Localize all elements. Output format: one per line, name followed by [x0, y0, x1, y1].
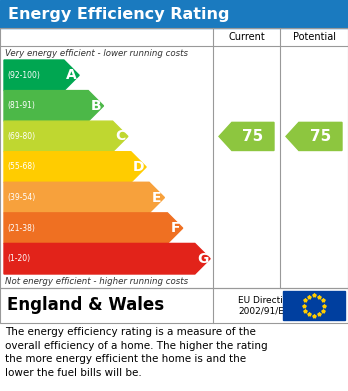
Text: England & Wales: England & Wales [7, 296, 164, 314]
Text: (39-54): (39-54) [7, 193, 35, 202]
Polygon shape [286, 122, 342, 151]
Bar [0, 28, 348, 288]
Text: C: C [115, 129, 125, 143]
Text: E: E [152, 190, 161, 204]
Polygon shape [219, 122, 274, 151]
Text: Not energy efficient - higher running costs: Not energy efficient - higher running co… [5, 276, 188, 285]
Polygon shape [4, 60, 79, 91]
Bar [0, 288, 348, 323]
Polygon shape [4, 91, 104, 121]
Text: (21-38): (21-38) [7, 224, 35, 233]
Text: The energy efficiency rating is a measure of the
overall efficiency of a home. T: The energy efficiency rating is a measur… [5, 327, 268, 378]
Polygon shape [4, 152, 146, 182]
Polygon shape [4, 121, 128, 152]
Text: Energy Efficiency Rating: Energy Efficiency Rating [8, 7, 229, 22]
Polygon shape [4, 182, 165, 213]
Text: 75: 75 [310, 129, 331, 144]
Text: D: D [133, 160, 144, 174]
Text: (81-91): (81-91) [7, 101, 35, 110]
Text: (55-68): (55-68) [7, 163, 35, 172]
Text: EU Directive: EU Directive [238, 296, 294, 305]
Text: Current: Current [228, 32, 265, 42]
Text: G: G [197, 252, 208, 266]
Text: (69-80): (69-80) [7, 132, 35, 141]
Text: B: B [90, 99, 101, 113]
Text: F: F [170, 221, 180, 235]
Text: (1-20): (1-20) [7, 254, 30, 263]
Text: Potential: Potential [293, 32, 335, 42]
Polygon shape [4, 244, 210, 274]
Bar [283, 291, 345, 320]
Text: (92-100): (92-100) [7, 71, 40, 80]
Text: Very energy efficient - lower running costs: Very energy efficient - lower running co… [5, 48, 188, 57]
Bar [0, 0, 348, 28]
Text: 75: 75 [242, 129, 263, 144]
Text: 2002/91/EC: 2002/91/EC [238, 306, 291, 315]
Polygon shape [4, 213, 183, 244]
Text: A: A [66, 68, 77, 82]
